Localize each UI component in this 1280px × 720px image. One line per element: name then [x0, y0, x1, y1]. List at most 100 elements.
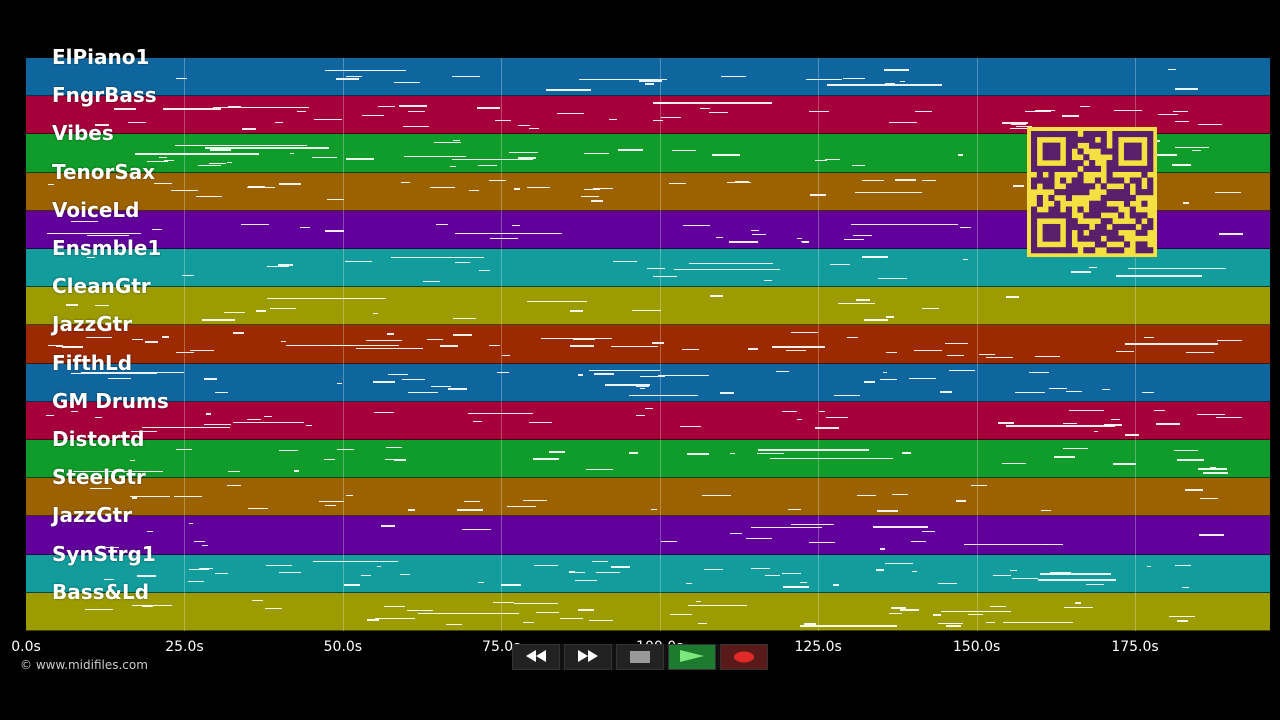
record-button[interactable] [720, 644, 768, 670]
note-mark [477, 582, 485, 583]
gridline [342, 58, 344, 631]
note-mark [884, 563, 913, 565]
note-mark [326, 198, 344, 200]
note-mark [1116, 275, 1203, 278]
note-mark [653, 102, 669, 105]
note-mark [500, 583, 521, 586]
note-mark [278, 571, 302, 573]
note-mark [594, 372, 614, 375]
note-mark [875, 568, 885, 571]
note-mark [373, 412, 395, 414]
note-mark [435, 223, 449, 225]
note-mark [944, 343, 969, 345]
gridline [659, 58, 661, 631]
note-mark [1198, 467, 1227, 470]
note-mark [325, 229, 344, 232]
note-mark [131, 605, 155, 607]
note-mark [528, 421, 552, 423]
note-mark [801, 240, 809, 242]
note-mark [201, 318, 236, 321]
note-mark [851, 224, 959, 226]
note-mark [336, 383, 343, 385]
note-mark [992, 574, 1012, 576]
rewind-button[interactable] [512, 644, 560, 670]
note-mark [1172, 111, 1189, 113]
note-mark [478, 270, 490, 272]
qr-code-graphic [1031, 131, 1154, 254]
note-mark [668, 182, 686, 184]
note-mark [336, 78, 359, 81]
note-mark [228, 470, 241, 472]
note-mark [1116, 351, 1135, 353]
fast-forward-button[interactable] [564, 644, 612, 670]
note-mark [814, 426, 839, 429]
stop-button[interactable] [616, 644, 664, 670]
note-mark [81, 371, 184, 373]
track-label: JazzGtr [52, 503, 133, 528]
note-mark [403, 125, 429, 127]
note-mark [188, 569, 210, 571]
note-mark [886, 316, 895, 319]
note-mark [730, 453, 735, 455]
note-mark [902, 451, 911, 454]
axis-tick-label: 75.0s [482, 639, 521, 655]
note-mark [947, 354, 964, 356]
note-mark [1063, 606, 1093, 608]
note-mark [851, 165, 865, 167]
note-mark [314, 118, 342, 120]
note-mark [1198, 533, 1224, 536]
note-mark [345, 76, 363, 78]
note-mark [781, 572, 801, 574]
note-mark [398, 105, 428, 108]
note-mark [446, 624, 463, 626]
note-mark [266, 265, 290, 267]
note-mark [671, 149, 696, 151]
axis-tick-label: 175.0s [1111, 639, 1159, 655]
note-mark [384, 459, 401, 461]
note-mark [427, 339, 444, 341]
note-mark [463, 501, 481, 502]
play-icon [679, 648, 705, 667]
note-mark [720, 392, 734, 395]
note-mark [569, 344, 595, 347]
note-mark [478, 165, 497, 167]
note-mark [797, 238, 803, 240]
note-mark [433, 141, 461, 143]
note-mark [799, 581, 808, 583]
qr-code [1027, 127, 1157, 257]
note-mark [938, 622, 963, 624]
note-mark [86, 337, 112, 339]
note-mark [375, 618, 416, 620]
note-mark [176, 448, 192, 450]
note-mark [787, 508, 801, 510]
note-mark [147, 161, 169, 163]
note-mark [454, 262, 471, 264]
play-button[interactable] [668, 644, 716, 670]
note-mark [592, 561, 609, 563]
note-mark [709, 294, 724, 297]
note-mark [751, 567, 771, 569]
note-mark [227, 162, 232, 164]
note-mark [1174, 146, 1210, 148]
note-mark [846, 337, 859, 339]
gridline [976, 58, 978, 631]
note-mark [174, 145, 204, 147]
note-mark [362, 115, 385, 117]
note-mark [546, 89, 591, 92]
note-mark [1102, 388, 1111, 390]
note-mark [94, 416, 102, 418]
note-mark [509, 151, 538, 153]
note-mark [1029, 371, 1050, 373]
note-mark [289, 153, 295, 155]
note-mark [644, 82, 654, 85]
note-mark [175, 77, 187, 79]
note-mark [1041, 509, 1052, 511]
note-mark [758, 449, 869, 452]
note-mark [1049, 571, 1072, 573]
note-mark [468, 412, 534, 414]
note-mark [70, 410, 79, 412]
note-mark [205, 412, 212, 415]
note-mark [572, 338, 596, 340]
note-mark [989, 606, 1007, 608]
